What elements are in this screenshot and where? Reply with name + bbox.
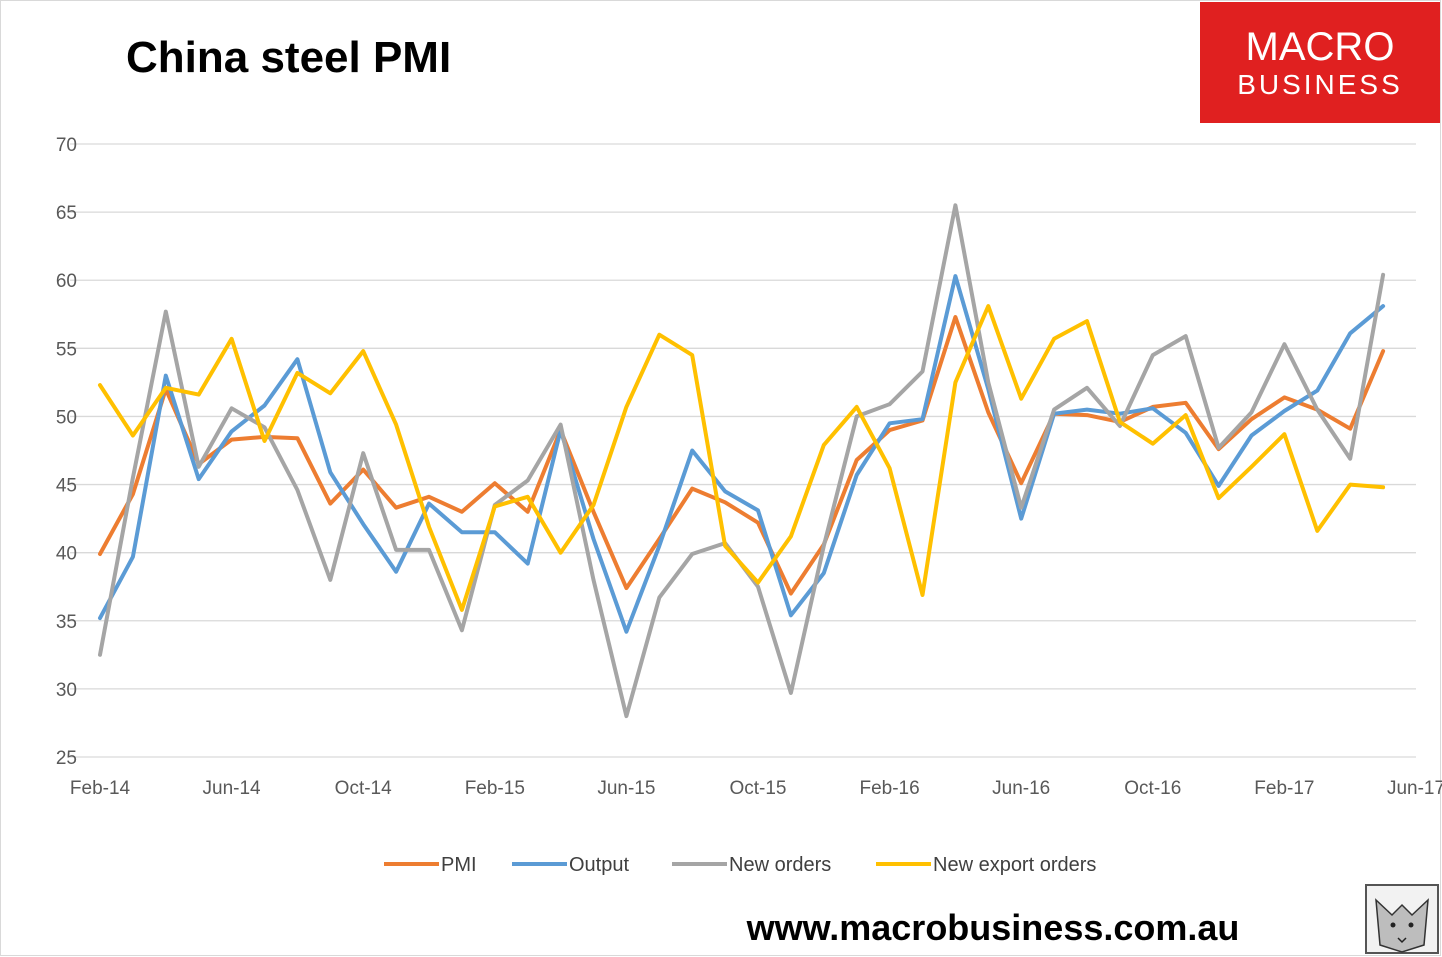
y-axis-ticks: 25 30 35 40 45 50 55 60 65 70 xyxy=(56,135,77,769)
y-tick-label: 40 xyxy=(56,544,77,565)
y-tick-label: 30 xyxy=(56,680,77,701)
x-tick-label: Oct-14 xyxy=(335,778,392,799)
x-tick-label: Jun-15 xyxy=(597,778,655,799)
legend-label-new-orders: New orders xyxy=(729,854,831,876)
x-tick-label: Feb-17 xyxy=(1254,778,1314,799)
x-tick-label: Feb-14 xyxy=(70,778,131,799)
legend: PMI Output New orders New export orders xyxy=(384,854,1096,876)
legend-label-output: Output xyxy=(569,854,629,876)
x-tick-label: Jun-17 xyxy=(1387,778,1442,799)
wolf-icon xyxy=(1365,884,1439,954)
x-tick-label: Oct-16 xyxy=(1124,778,1181,799)
series-line-pmi xyxy=(98,315,1386,596)
macrobusiness-logo: MACRO BUSINESS xyxy=(1200,2,1440,123)
x-tick-label: Feb-15 xyxy=(465,778,525,799)
series-line-new-export-orders xyxy=(98,304,1386,612)
y-tick-label: 35 xyxy=(56,612,77,633)
legend-label-pmi: PMI xyxy=(441,854,477,876)
y-tick-label: 25 xyxy=(56,748,77,769)
series-lines xyxy=(98,203,1386,719)
y-tick-label: 65 xyxy=(56,203,77,224)
x-tick-label: Jun-16 xyxy=(992,778,1050,799)
y-tick-label: 45 xyxy=(56,476,77,497)
y-tick-label: 60 xyxy=(56,271,77,292)
x-tick-label: Jun-14 xyxy=(203,778,262,799)
website-url: www.macrobusiness.com.au xyxy=(746,907,1240,948)
gridlines xyxy=(70,143,1416,758)
legend-label-new-export-orders: New export orders xyxy=(933,854,1096,876)
y-tick-label: 55 xyxy=(56,339,77,360)
logo-line1: MACRO xyxy=(1246,25,1395,69)
x-tick-label: Oct-15 xyxy=(729,778,786,799)
x-tick-label: Feb-16 xyxy=(859,778,919,799)
x-axis-ticks: Feb-14 Jun-14 Oct-14 Feb-15 Jun-15 Oct-15 Feb-… xyxy=(70,778,1442,799)
logo-line2: BUSINESS xyxy=(1237,69,1403,100)
y-tick-label: 70 xyxy=(56,135,77,156)
chart-title: China steel PMI xyxy=(126,33,451,82)
series-line-output xyxy=(98,274,1386,634)
logo-background xyxy=(1200,2,1440,123)
y-tick-label: 50 xyxy=(56,407,77,428)
